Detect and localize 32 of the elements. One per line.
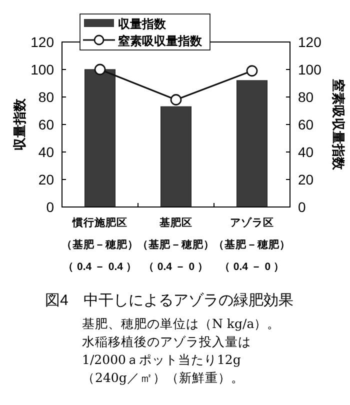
y-axis-title: 収量指数 xyxy=(12,98,27,150)
point xyxy=(170,94,182,106)
text: 基肥、穂肥の単位は（N kg/a）。 xyxy=(82,316,280,331)
y2-tick-label: 20 xyxy=(298,172,314,188)
y-tick-label: 0 xyxy=(46,199,54,215)
text: （240g／㎡）（新鮮重）。 xyxy=(82,370,244,385)
y-tick-label: 20 xyxy=(38,172,54,188)
y-tick-label: 80 xyxy=(38,89,54,105)
bar xyxy=(160,106,192,208)
text: 図4 中干しによるアゾラの緑肥効果 xyxy=(45,292,294,309)
text: 水稲移植後のアゾラ投入量は xyxy=(82,334,251,349)
y2-tick-label: 100 xyxy=(298,62,322,78)
y-tick-label: 100 xyxy=(30,62,54,78)
y2-tick-label: 40 xyxy=(298,144,314,160)
y2-tick-label: 60 xyxy=(298,116,314,132)
point xyxy=(246,65,258,77)
y2-tick-label: 80 xyxy=(298,89,314,105)
x-tick-label: 慣行施肥区（基肥－穂肥）（ 0.4 － 0.4 ） xyxy=(62,216,138,273)
bar xyxy=(84,69,116,208)
y-tick-label: 120 xyxy=(30,34,54,50)
y2-tick-label: 0 xyxy=(298,199,306,215)
y2-tick-label: 120 xyxy=(298,34,322,50)
text: 1/2000ａポット当たり12g xyxy=(82,352,241,367)
x-tick-label: アゾラ区（基肥－穂肥）（ 0.4 － 0 ） xyxy=(214,216,290,273)
y2-axis-title: 窒素吸収量指数 xyxy=(331,79,346,171)
x-tick-label: 基肥区（基肥－穂肥）（ 0.4 － 0 ） xyxy=(138,216,214,273)
legend-label: 収量指数 xyxy=(118,17,167,31)
bar xyxy=(236,80,268,208)
point xyxy=(94,64,106,76)
y-tick-label: 40 xyxy=(38,144,54,160)
legend-label: 窒素吸収量指数 xyxy=(118,34,203,48)
y-tick-label: 60 xyxy=(38,116,54,132)
